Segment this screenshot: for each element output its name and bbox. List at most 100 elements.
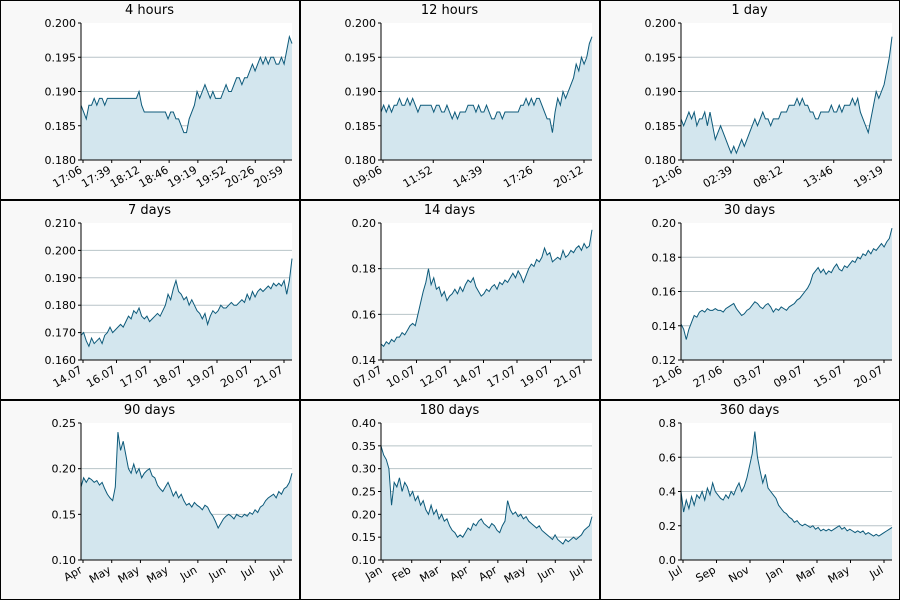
x-tick-label: 17:06 bbox=[50, 163, 84, 190]
y-tick-label: 0.200 bbox=[44, 17, 76, 30]
x-tick-label: 19.07 bbox=[184, 363, 218, 390]
y-tick-label: 0.195 bbox=[44, 51, 76, 64]
x-tick-label: 07.07 bbox=[350, 363, 384, 390]
x-tick-label: Jul bbox=[866, 563, 885, 581]
x-tick-label: Feb bbox=[389, 563, 412, 584]
y-tick-label: 0.200 bbox=[44, 244, 76, 257]
x-tick-label: May bbox=[87, 563, 114, 586]
x-tick-label: May bbox=[144, 563, 171, 586]
x-tick-label: 03.07 bbox=[731, 363, 765, 390]
x-tick-label: Jul bbox=[566, 563, 585, 581]
x-tick-label: May bbox=[501, 563, 528, 586]
x-tick-label: Jun bbox=[177, 563, 199, 583]
y-tick-label: 0.185 bbox=[44, 119, 76, 132]
y-tick-label: 0.190 bbox=[344, 85, 376, 98]
x-tick-label: Jul bbox=[237, 563, 256, 581]
y-tick-label: 0.8 bbox=[658, 417, 676, 430]
x-tick-label: May bbox=[825, 563, 852, 586]
x-tick-label: 27.06 bbox=[690, 363, 724, 390]
y-tick-label: 0.200 bbox=[644, 17, 676, 30]
x-tick-label: 09.07 bbox=[771, 363, 805, 390]
x-tick-label: Sep bbox=[693, 563, 717, 585]
x-tick-label: 20.07 bbox=[851, 363, 885, 390]
y-tick-label: 0.10 bbox=[51, 554, 76, 567]
x-tick-label: 19:19 bbox=[165, 163, 199, 190]
chart-plot: 0.1800.1850.1900.1950.20017:0617:3918:12… bbox=[1, 1, 301, 201]
y-tick-label: 0.20 bbox=[351, 508, 376, 521]
y-tick-label: 0.30 bbox=[351, 462, 376, 475]
y-tick-label: 0.40 bbox=[351, 417, 376, 430]
y-tick-label: 0.180 bbox=[344, 154, 376, 167]
x-tick-label: 18:12 bbox=[107, 163, 141, 190]
x-tick-label: 09:06 bbox=[350, 163, 384, 190]
y-tick-label: 0.25 bbox=[351, 485, 376, 498]
x-tick-label: 20:26 bbox=[222, 163, 256, 190]
y-tick-label: 0.20 bbox=[651, 217, 676, 230]
x-tick-label: 10.07 bbox=[384, 363, 418, 390]
x-tick-label: 16.07 bbox=[84, 363, 118, 390]
y-tick-label: 0.195 bbox=[344, 51, 376, 64]
y-tick-label: 0.25 bbox=[51, 417, 76, 430]
y-tick-label: 0.14 bbox=[651, 319, 676, 332]
x-tick-label: Mar bbox=[417, 563, 442, 585]
x-tick-label: 18:46 bbox=[136, 163, 170, 190]
x-tick-label: 21:06 bbox=[650, 163, 684, 190]
y-tick-label: 0.4 bbox=[658, 485, 676, 498]
y-tick-label: 0.10 bbox=[351, 554, 376, 567]
x-tick-label: May bbox=[115, 563, 142, 586]
x-tick-label: 13:46 bbox=[801, 163, 835, 190]
y-tick-label: 0.16 bbox=[651, 285, 676, 298]
x-tick-label: 21.07 bbox=[551, 363, 585, 390]
x-tick-label: 18.07 bbox=[151, 363, 185, 390]
y-tick-label: 0.185 bbox=[344, 119, 376, 132]
x-tick-label: Nov bbox=[726, 563, 752, 585]
y-tick-label: 0.170 bbox=[44, 326, 76, 339]
y-tick-label: 0.190 bbox=[44, 271, 76, 284]
y-tick-label: 0.200 bbox=[344, 17, 376, 30]
y-tick-label: 0.185 bbox=[644, 119, 676, 132]
x-tick-label: 17.07 bbox=[117, 363, 151, 390]
x-tick-label: 20:12 bbox=[551, 163, 585, 190]
x-tick-label: 19.07 bbox=[518, 363, 552, 390]
y-tick-label: 0.14 bbox=[351, 354, 376, 367]
x-tick-label: Jul bbox=[266, 563, 285, 581]
x-tick-label: 17:26 bbox=[501, 163, 535, 190]
y-tick-label: 0.16 bbox=[351, 308, 376, 321]
y-tick-label: 0.6 bbox=[658, 451, 676, 464]
y-tick-label: 0.210 bbox=[44, 217, 76, 230]
y-tick-label: 0.18 bbox=[351, 262, 376, 275]
y-tick-label: 0.190 bbox=[44, 85, 76, 98]
x-tick-label: Apr bbox=[447, 563, 470, 584]
y-tick-label: 0.20 bbox=[51, 462, 76, 475]
x-tick-label: 14.07 bbox=[50, 363, 84, 390]
x-tick-label: 17.07 bbox=[484, 363, 518, 390]
x-tick-label: Jun bbox=[205, 563, 227, 583]
y-tick-label: 0.12 bbox=[651, 354, 676, 367]
y-tick-label: 0.180 bbox=[44, 299, 76, 312]
x-tick-label: 02:39 bbox=[700, 163, 734, 190]
x-tick-label: Apr bbox=[476, 563, 499, 584]
y-tick-label: 0.180 bbox=[44, 154, 76, 167]
y-tick-label: 0.180 bbox=[644, 154, 676, 167]
y-tick-label: 0.2 bbox=[658, 519, 676, 532]
y-tick-label: 0.18 bbox=[651, 251, 676, 264]
x-tick-label: 12.07 bbox=[417, 363, 451, 390]
x-tick-label: 19:52 bbox=[194, 163, 228, 190]
x-tick-label: 14.07 bbox=[451, 363, 485, 390]
x-tick-label: Jan bbox=[762, 563, 784, 583]
y-tick-label: 0.35 bbox=[351, 439, 376, 452]
